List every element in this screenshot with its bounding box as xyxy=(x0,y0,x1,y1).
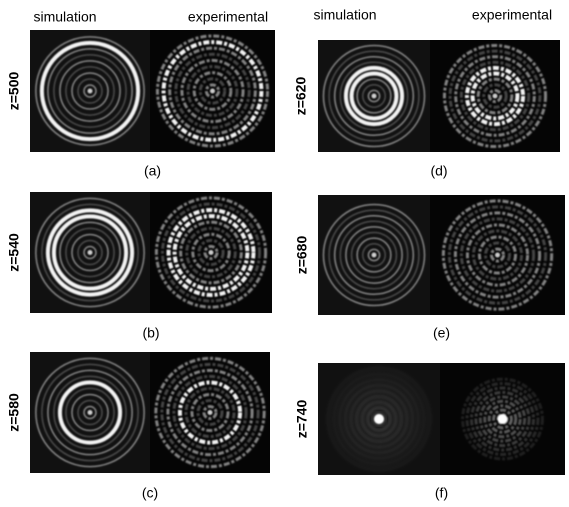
z-label: z=540 xyxy=(6,233,22,272)
center-spot xyxy=(493,94,498,99)
center-spot xyxy=(88,89,93,94)
center-spot xyxy=(210,89,215,94)
panel-caption: (e) xyxy=(433,325,450,341)
z-label: z=580 xyxy=(6,393,22,432)
center-spot xyxy=(372,94,377,99)
panel-caption: (f) xyxy=(435,485,448,501)
center-spot xyxy=(209,250,214,255)
z-label: z=740 xyxy=(294,400,310,439)
column-header: experimental xyxy=(188,9,268,25)
panel-caption: (c) xyxy=(142,485,158,501)
panel: z=540 (b) xyxy=(6,192,272,341)
center-spot xyxy=(88,410,93,415)
column-header: experimental xyxy=(472,7,552,23)
center-spot xyxy=(88,250,93,255)
panel: z=620 (d) xyxy=(293,40,560,179)
figure: simulation experimental simulation exper… xyxy=(0,0,569,507)
center-spot xyxy=(374,414,384,424)
panel: z=740 (f) xyxy=(294,363,565,501)
panel-caption: (d) xyxy=(430,163,447,179)
center-spot xyxy=(208,410,213,415)
center-spot xyxy=(372,253,377,258)
panel: z=580 (c) xyxy=(6,352,270,501)
column-header: simulation xyxy=(313,7,376,23)
panel-caption: (b) xyxy=(142,325,159,341)
panel-caption: (a) xyxy=(144,163,161,179)
z-label: z=500 xyxy=(6,72,22,111)
z-label: z=620 xyxy=(293,77,309,116)
panel: z=500 (a) xyxy=(6,30,275,179)
column-header: simulation xyxy=(33,9,96,25)
center-spot xyxy=(495,253,500,258)
panel: z=680 (e) xyxy=(294,195,565,341)
center-spot xyxy=(498,414,508,424)
z-label: z=680 xyxy=(294,236,310,275)
